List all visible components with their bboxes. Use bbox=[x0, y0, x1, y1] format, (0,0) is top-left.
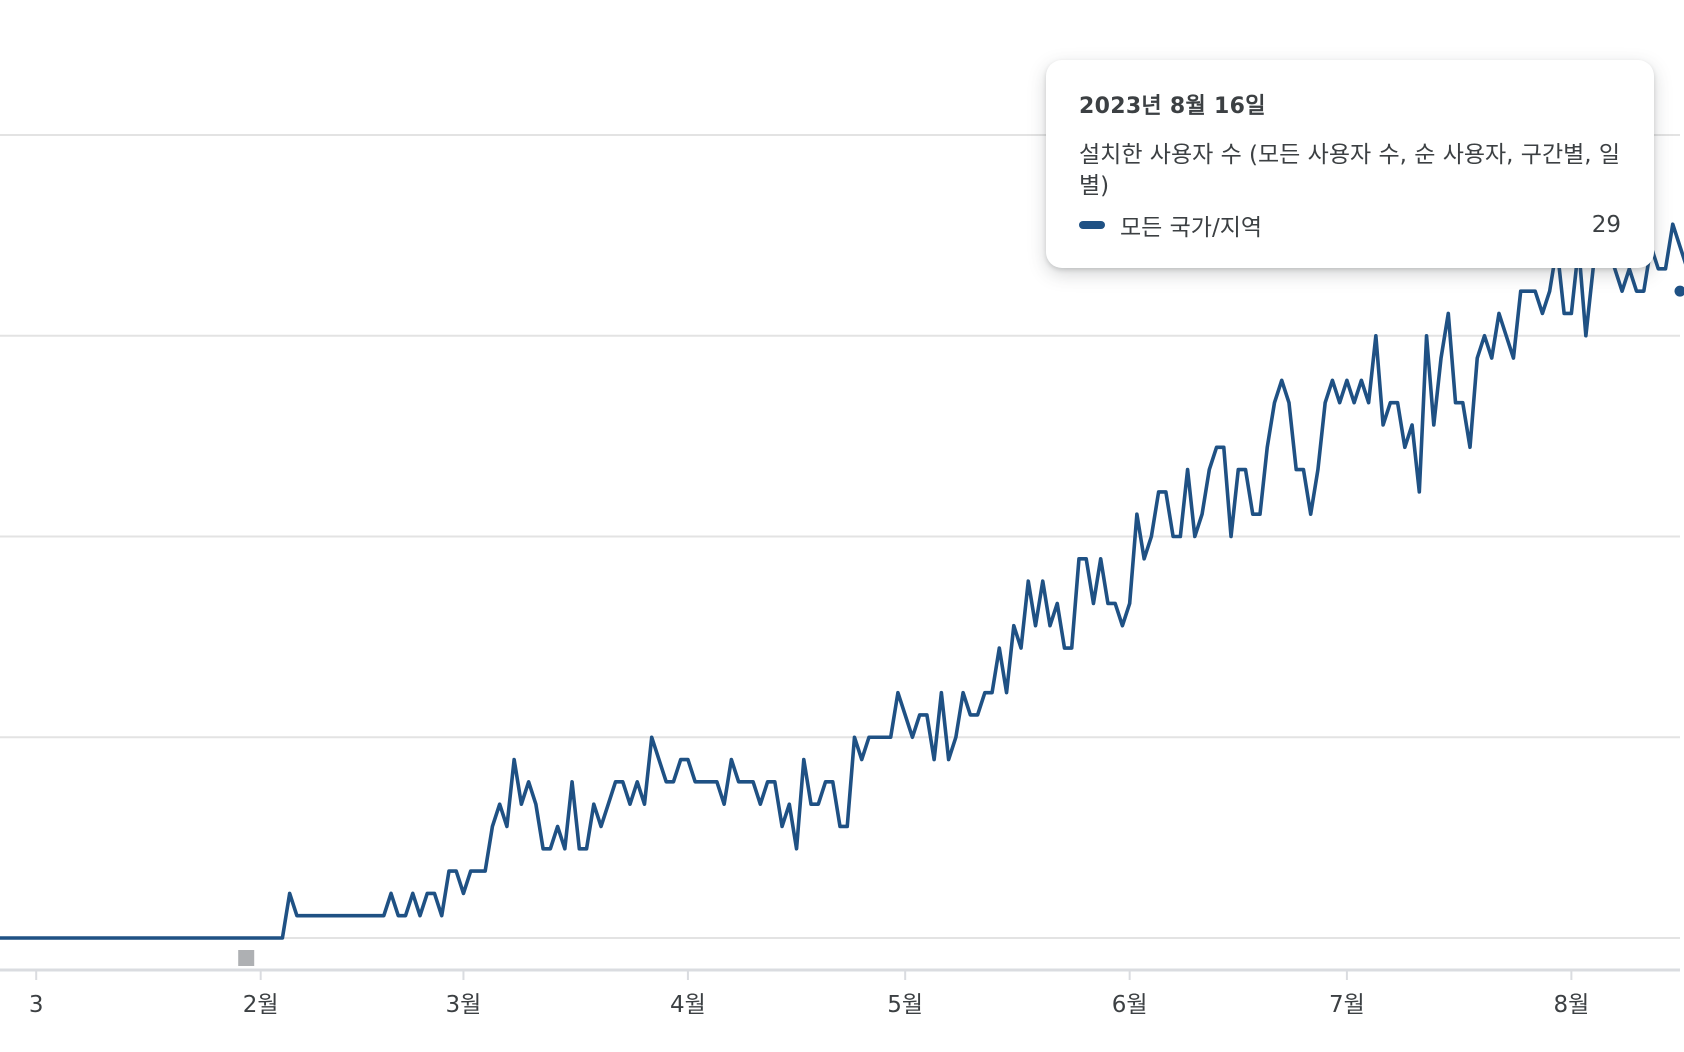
series-swatch-icon bbox=[1079, 221, 1105, 229]
tooltip-series-value: 29 bbox=[1591, 212, 1621, 238]
x-tick-label: 8월 bbox=[1553, 992, 1589, 1018]
x-tick-label: 4월 bbox=[670, 992, 706, 1018]
tooltip-series-row: 모든 국가/지역 29 bbox=[1079, 208, 1621, 242]
x-tick-label: 2월 bbox=[243, 992, 279, 1018]
x-tick-label: 3 bbox=[29, 992, 44, 1018]
x-tick-label: 3월 bbox=[446, 992, 482, 1018]
annotation-marker[interactable] bbox=[238, 950, 255, 966]
x-tick-label: 5월 bbox=[887, 992, 923, 1018]
x-axis-ticks: 3 2월 3월 4월 5월 6월 7월 8월 bbox=[29, 970, 1589, 1018]
highlight-point[interactable] bbox=[1674, 285, 1684, 297]
series-line-all-regions[interactable] bbox=[0, 135, 1684, 940]
tooltip-date: 2023년 8월 16일 bbox=[1079, 94, 1266, 119]
x-tick-label: 7월 bbox=[1329, 992, 1365, 1018]
tooltip: 2023년 8월 16일 설치한 사용자 수 (모든 사용자 수, 순 사용자,… bbox=[1046, 60, 1654, 268]
gridlines bbox=[0, 134, 1680, 939]
tooltip-metric-label: 설치한 사용자 수 (모든 사용자 수, 순 사용자, 구간별, 일별) bbox=[1079, 142, 1621, 199]
x-tick-label: 6월 bbox=[1112, 992, 1148, 1018]
tooltip-series-label: 모든 국가/지역 bbox=[1120, 215, 1263, 241]
